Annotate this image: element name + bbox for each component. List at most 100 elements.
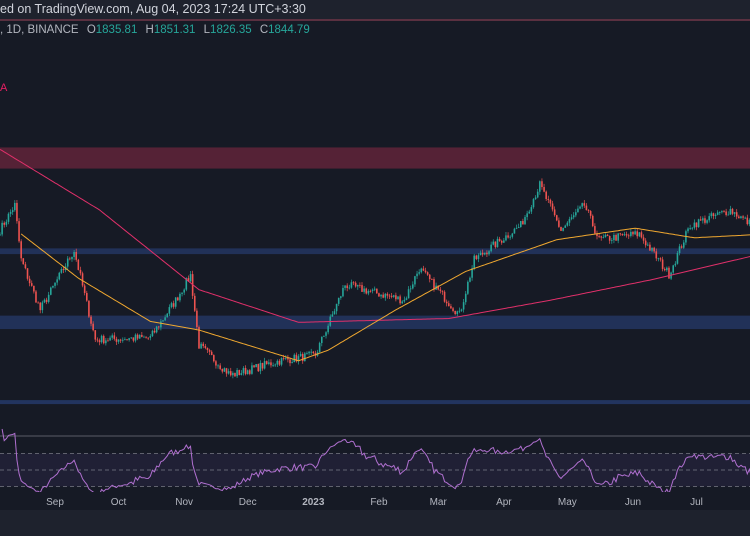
candle bbox=[479, 250, 482, 256]
candle-body bbox=[138, 334, 141, 339]
candle-body bbox=[278, 360, 281, 365]
candle-body bbox=[335, 303, 338, 312]
candle bbox=[583, 200, 586, 208]
candle-body bbox=[308, 351, 310, 354]
candle-body bbox=[704, 218, 706, 223]
candle bbox=[331, 311, 334, 317]
candle-body bbox=[193, 295, 196, 311]
candle-body bbox=[111, 335, 114, 338]
candle-body bbox=[160, 321, 162, 328]
candle bbox=[308, 350, 310, 356]
candle-body bbox=[386, 293, 389, 296]
candle bbox=[445, 299, 448, 307]
candle-body bbox=[304, 353, 306, 362]
candle bbox=[172, 300, 175, 309]
candle bbox=[151, 329, 154, 337]
candle bbox=[119, 338, 122, 344]
candle bbox=[481, 249, 484, 257]
candle bbox=[530, 205, 533, 215]
candle-body bbox=[488, 251, 490, 255]
candle-body bbox=[90, 316, 92, 324]
candle-body bbox=[18, 221, 20, 242]
candle-body bbox=[350, 282, 353, 288]
candle-body bbox=[608, 235, 611, 241]
ma200-line bbox=[0, 148, 750, 323]
candle-body bbox=[562, 227, 564, 231]
candle-body bbox=[577, 208, 579, 213]
candle bbox=[126, 338, 128, 341]
candle bbox=[297, 354, 300, 365]
candle bbox=[225, 367, 228, 377]
candle bbox=[428, 273, 431, 283]
candle bbox=[20, 239, 22, 262]
candle bbox=[744, 216, 746, 219]
candle-body bbox=[33, 285, 35, 292]
candle-body bbox=[731, 208, 734, 214]
candle-body bbox=[94, 330, 97, 340]
candle bbox=[691, 227, 694, 231]
candle bbox=[234, 372, 236, 378]
candle-body bbox=[575, 212, 577, 216]
candle-body bbox=[98, 340, 101, 343]
candle bbox=[568, 216, 571, 226]
candle-body bbox=[437, 285, 440, 290]
candle bbox=[208, 348, 211, 355]
candle-body bbox=[249, 370, 251, 374]
candle bbox=[183, 288, 185, 296]
candle-body bbox=[600, 236, 603, 238]
candle-body bbox=[693, 222, 696, 228]
candle-body bbox=[312, 351, 315, 354]
candle-body bbox=[373, 288, 376, 290]
candle bbox=[579, 205, 581, 210]
candle bbox=[452, 306, 454, 313]
candle bbox=[611, 237, 613, 244]
candle bbox=[337, 297, 340, 306]
candle-body bbox=[323, 335, 325, 337]
candle bbox=[50, 286, 52, 296]
candle bbox=[94, 330, 97, 343]
candle bbox=[725, 208, 727, 217]
candle bbox=[418, 269, 420, 276]
candle bbox=[606, 233, 609, 237]
candle-body bbox=[674, 263, 677, 266]
candle-body bbox=[291, 362, 293, 364]
candle-body bbox=[534, 197, 537, 200]
candle bbox=[179, 292, 181, 303]
candle-body bbox=[638, 232, 641, 237]
candle bbox=[492, 239, 495, 246]
candle bbox=[361, 282, 363, 292]
candle bbox=[543, 183, 545, 193]
candle bbox=[670, 271, 672, 280]
candle bbox=[407, 286, 410, 299]
candle bbox=[320, 336, 323, 347]
candle-body bbox=[376, 288, 378, 294]
candle bbox=[733, 212, 736, 218]
candle bbox=[636, 228, 639, 239]
candle bbox=[386, 292, 389, 299]
candle bbox=[272, 362, 274, 368]
candle bbox=[240, 370, 243, 376]
candle-body bbox=[136, 334, 139, 339]
candle bbox=[706, 219, 708, 225]
candle bbox=[162, 320, 164, 323]
candle bbox=[251, 362, 253, 375]
candle-body bbox=[661, 259, 664, 269]
candle-body bbox=[602, 237, 605, 238]
candle-body bbox=[649, 244, 651, 251]
high-label: H bbox=[145, 24, 154, 36]
candle-body bbox=[121, 339, 124, 341]
candle-body bbox=[536, 191, 539, 198]
candle bbox=[555, 214, 558, 222]
candle-body bbox=[695, 222, 698, 228]
candle bbox=[202, 341, 205, 349]
candle-body bbox=[287, 357, 289, 360]
candle bbox=[327, 323, 329, 335]
candle-body bbox=[223, 368, 226, 372]
candle-body bbox=[293, 354, 296, 363]
candle bbox=[623, 231, 626, 237]
candle-body bbox=[259, 362, 262, 372]
candle bbox=[653, 246, 655, 253]
candle-body bbox=[83, 285, 86, 293]
candle-body bbox=[657, 258, 660, 260]
